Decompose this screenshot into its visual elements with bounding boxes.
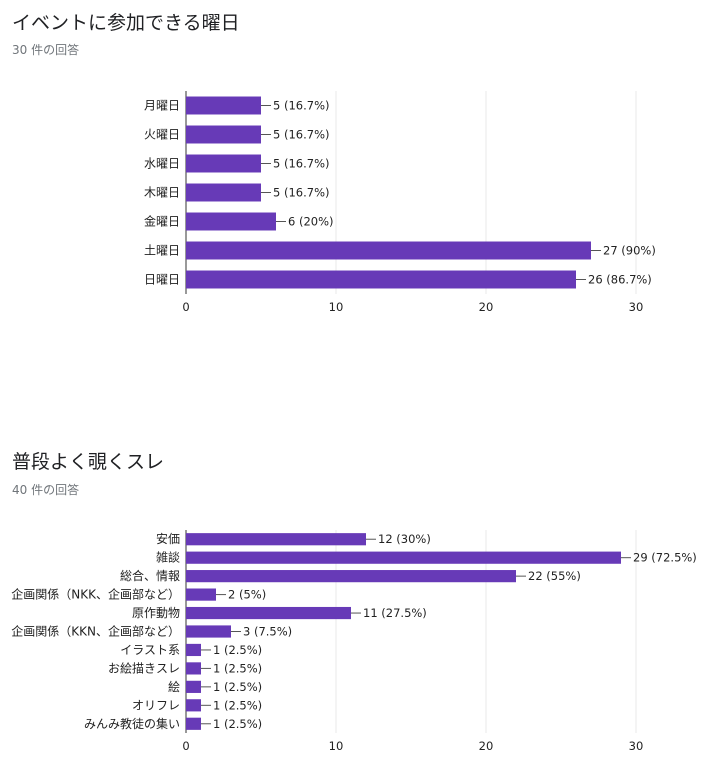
x-tick-label: 30 [629,739,644,753]
bar [186,96,261,115]
question-1-response-count: 30 件の回答 [12,43,80,57]
category-label: 企画関係（NKK、企画部など） [11,587,180,602]
question-2-response-count: 40 件の回答 [12,483,80,497]
bar [186,570,516,583]
bar-value-label: 1 (2.5%) [213,680,262,694]
category-label: お絵描きスレ [108,660,180,675]
bar-value-label: 12 (30%) [378,532,431,546]
category-label: 土曜日 [144,244,180,258]
bar [186,270,576,289]
bar [186,625,231,638]
category-label: 安価 [156,531,180,546]
category-label: みんみ教徒の集い [84,716,180,731]
bar-value-label: 5 (16.7%) [273,157,329,171]
bar-value-label: 5 (16.7%) [273,128,329,142]
bar [186,533,366,546]
bar-value-label: 1 (2.5%) [213,717,262,731]
category-label: 企画関係（KKN、企画部など） [11,624,180,639]
x-tick-label: 0 [182,739,189,753]
question-2-title: 普段よく覗くスレ [12,451,165,473]
bar-value-label: 5 (16.7%) [273,99,329,113]
category-label: イラスト系 [120,643,180,657]
bar-value-label: 5 (16.7%) [273,186,329,200]
bar [186,717,201,730]
bar [186,588,216,601]
bar-value-label: 26 (86.7%) [588,273,652,287]
bar [186,241,591,260]
chart-weekday-availability: 0 10 20 30 月曜日 5 (16.7%) 火曜日 5 (16.7%) 水曜日 5 (16.… [144,91,656,314]
bar [186,680,201,693]
category-label: 日曜日 [144,273,180,287]
bar-value-label: 27 (90%) [603,244,656,258]
category-label: オリフレ [132,698,180,712]
x-tick-label: 0 [182,300,189,314]
category-label: 雑談 [156,550,180,565]
bar [186,643,201,657]
category-label: 水曜日 [144,157,180,171]
x-tick-label: 10 [329,300,344,314]
bar [186,662,201,675]
x-tick-label: 20 [479,300,494,314]
category-label: 火曜日 [144,128,180,142]
bar [186,125,261,144]
bar [186,551,621,564]
x-tick-label: 30 [629,300,644,314]
category-label: 木曜日 [144,186,180,200]
bar-value-label: 1 (2.5%) [213,643,262,657]
bar [186,212,276,231]
bar [186,183,261,202]
bar [186,154,261,173]
x-tick-label: 10 [329,739,344,753]
bar-value-label: 6 (20%) [288,215,334,229]
category-label: 月曜日 [144,99,180,113]
bar [186,606,351,620]
bar-value-label: 29 (72.5%) [633,551,697,565]
category-label: 総合、情報 [120,568,180,583]
bar-value-label: 1 (2.5%) [213,661,262,675]
category-label: 金曜日 [144,214,180,229]
question-1-title: イベントに参加できる曜日 [12,12,240,34]
bar-value-label: 2 (5%) [228,588,266,602]
category-label: 絵 [168,679,180,694]
category-label: 原作動物 [132,606,180,620]
x-tick-label: 20 [479,739,494,753]
plot-area [186,530,636,733]
bar-value-label: 22 (55%) [528,569,581,583]
bar-value-label: 3 (7.5%) [243,625,292,639]
bar-value-label: 11 (27.5%) [363,606,427,620]
bar-value-label: 1 (2.5%) [213,698,262,712]
bar [186,699,201,712]
